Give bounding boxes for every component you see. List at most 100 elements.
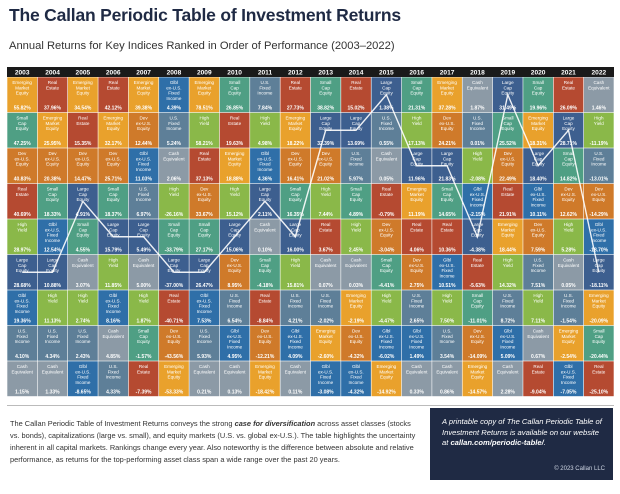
cell-background (7, 361, 38, 397)
cell-label: Dev (322, 151, 331, 156)
cell-background (219, 325, 250, 361)
cell-label: Cash (108, 329, 119, 334)
cell-label: Real (442, 222, 451, 227)
cell-label: Income (227, 344, 243, 349)
cell-background (280, 112, 311, 148)
cell-label: Cap (170, 227, 179, 232)
cell-background (462, 290, 493, 326)
cell-label: Large (16, 258, 28, 263)
cell-label: Cap (79, 192, 88, 197)
cell-label: Equity (137, 126, 150, 131)
cell-background (68, 112, 98, 148)
cell-label: Fixed (77, 334, 89, 339)
cell-label: Yield (563, 227, 573, 232)
cell-label: Real (260, 293, 269, 298)
callout-text-end: . (543, 438, 546, 447)
cell-label: Emerging (468, 364, 488, 369)
cell-label: Large (532, 151, 544, 156)
cell-background (371, 325, 402, 361)
cell-label: ex-U.S. (45, 156, 60, 161)
cell-label: Fixed (350, 156, 362, 161)
cell-label: U.S. (412, 293, 421, 298)
cell-background (280, 148, 311, 184)
cell-label: Fixed (533, 263, 545, 268)
cell-value: 37.13% (196, 176, 214, 182)
cell-background (371, 254, 402, 290)
cell-label: U.S. (109, 364, 118, 369)
cell-value: 1.15% (15, 389, 30, 395)
cell-label: Equity (259, 375, 272, 380)
cell-label: Emerging (316, 329, 336, 334)
cell-label: Emerging (346, 293, 366, 298)
cell-label: Large (472, 222, 484, 227)
cell-label: Yield (48, 298, 58, 303)
cell-label: Income (470, 202, 486, 207)
cell-value: 0.33% (410, 389, 425, 395)
cell-value: 28.71% (560, 141, 578, 147)
cell-label: Income (197, 339, 213, 344)
cell-label: Fixed (229, 339, 241, 344)
callout-link[interactable]: callan.com/periodic-table/ (450, 438, 544, 447)
cell-background (341, 77, 371, 113)
cell-value: 8.72% (501, 318, 516, 324)
cell-label: Income (45, 238, 61, 243)
cell-label: Estate (228, 121, 241, 126)
cell-value: 12.44% (135, 141, 153, 147)
cell-label: Equity (410, 91, 423, 96)
cell-label: Income (45, 339, 61, 344)
cell-label: Real (48, 80, 57, 85)
cell-label: Fixed (168, 91, 180, 96)
cell-background (371, 183, 402, 219)
cell-label: Equity (532, 126, 545, 131)
cell-value: -43.56% (165, 354, 184, 360)
cell-label: Glbl (564, 364, 572, 369)
cell-label: Cap (413, 156, 422, 161)
cell-label: Cap (18, 121, 27, 126)
cell-value: 18.88% (226, 176, 244, 182)
cell-background (371, 361, 402, 397)
cell-value: 1.33% (45, 389, 60, 395)
cell-background (310, 361, 341, 397)
cell-label: Cap (382, 263, 391, 268)
cell-label: ex-U.S. (439, 263, 454, 268)
cell-value: -7.39% (136, 389, 152, 395)
cell-background (492, 148, 523, 184)
cell-value: 0.03% (349, 283, 364, 289)
cell-label: Small (320, 80, 332, 85)
cell-value: -5.63% (470, 283, 486, 289)
cell-background (159, 112, 189, 148)
cell-background (492, 183, 523, 219)
cell-label: Income (166, 126, 182, 131)
periodic-table-grid: 2003EmergingMarketEquity55.82%SmallCapEq… (7, 67, 614, 397)
cell-label: Small (502, 116, 514, 121)
cell-background (523, 361, 553, 397)
cell-label: High (442, 293, 452, 298)
cell-label: Income (379, 126, 395, 131)
year-label: 2013 (318, 70, 333, 77)
cell-background (250, 112, 280, 148)
cell-background (37, 290, 68, 326)
footer-emphasis: case for diversification (234, 419, 316, 428)
cell-value: 12.54% (44, 247, 62, 253)
cell-value: 27.73% (287, 105, 305, 111)
cell-label: Small (199, 222, 211, 227)
cell-label: Cash (381, 151, 392, 156)
cell-value: 18.22% (287, 141, 305, 147)
